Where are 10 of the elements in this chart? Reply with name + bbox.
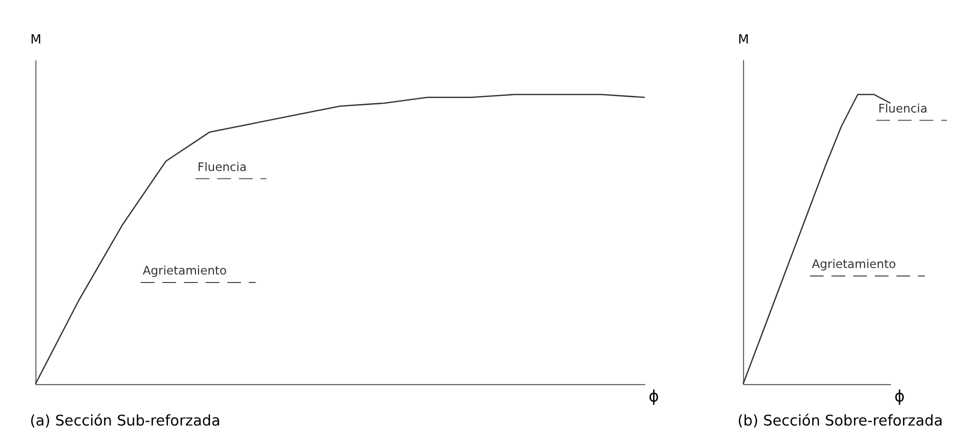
y-axis-title: M xyxy=(30,32,42,48)
annotation: Fluencia xyxy=(878,101,928,116)
annotation: Agrietamiento xyxy=(812,257,896,272)
annotation: Fluencia xyxy=(198,160,247,174)
text: (a) Sección Sub-reforzada xyxy=(30,412,220,430)
y-axis-title: M xyxy=(738,32,750,48)
x-axis-title: ϕ xyxy=(894,386,905,406)
annotation: Agrietamiento xyxy=(142,264,227,278)
x-axis-title: ϕ xyxy=(648,386,660,406)
text: (b) Sección Sobre-reforzada xyxy=(738,412,943,430)
